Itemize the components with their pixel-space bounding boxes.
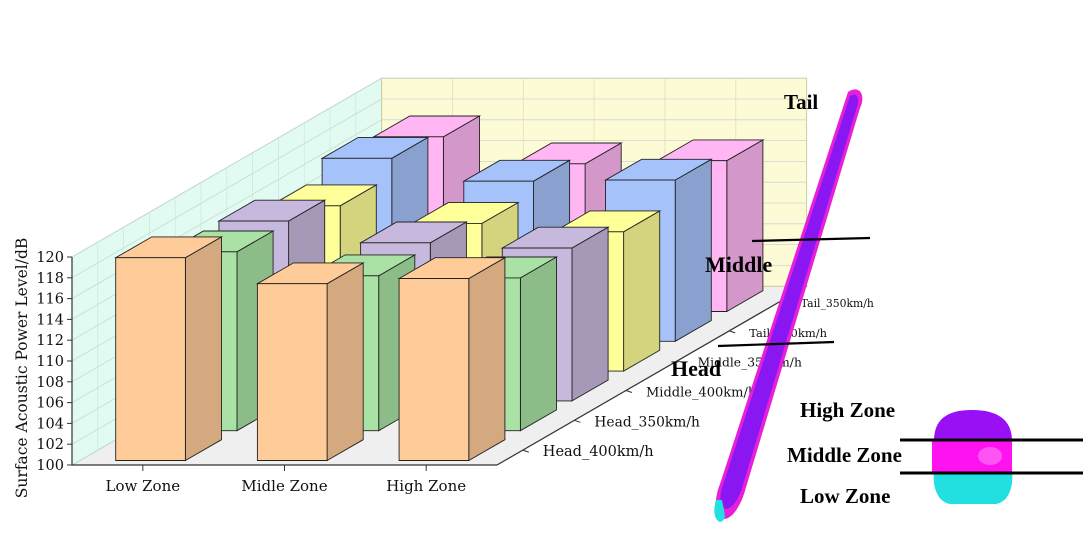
label-high-zone: High Zone — [800, 398, 895, 422]
x-tick-label: Midle Zone — [241, 477, 327, 495]
y-tick-label: 116 — [36, 292, 64, 308]
depth-tick-label: Middle_400km/h — [646, 386, 757, 401]
depth-tick — [677, 360, 684, 364]
cross-section-shine — [978, 447, 1002, 465]
y-tick-label: 100 — [36, 458, 64, 474]
depth-tick-label: Head_400km/h — [543, 444, 654, 460]
y-tick-label: 104 — [36, 416, 64, 432]
y-tick-label: 110 — [36, 354, 64, 370]
train-nose-cyan — [714, 500, 725, 522]
y-tick-label: 108 — [36, 375, 64, 391]
depth-tick — [522, 449, 529, 453]
label-middle-zone: Middle Zone — [787, 443, 902, 467]
bar — [398, 278, 470, 461]
section-line-tail-middle — [751, 236, 871, 243]
y-axis-title: Surface Acoustic Power Level/dB — [13, 238, 31, 499]
depth-tick-label: Tail_350km/h — [801, 297, 874, 310]
bar-side — [571, 226, 609, 402]
bar-side — [726, 139, 764, 313]
depth-tick — [625, 390, 633, 393]
bar-side — [326, 262, 364, 462]
bar-side — [674, 158, 712, 343]
y-tick-label: 106 — [36, 396, 64, 412]
chart-3d-bar: 100 102 104 106 108 110 112 114 116 118 120 Surface… — [13, 77, 874, 499]
label-head: Head — [671, 356, 721, 381]
depth-tick — [574, 419, 581, 423]
label-low-zone: Low Zone — [800, 484, 890, 508]
y-tick-label: 102 — [36, 437, 64, 453]
y-tick-label: 120 — [36, 250, 64, 266]
y-tick-label: 118 — [36, 271, 64, 287]
bar-side — [519, 256, 557, 432]
x-tick-label: Low Zone — [106, 477, 181, 495]
bar — [115, 257, 186, 461]
label-tail: Tail — [784, 90, 818, 114]
train-diagram: Tail Middle Head High Zone Middle Zone L… — [671, 89, 1083, 522]
depth-tick — [729, 330, 736, 334]
depth-axis — [496, 285, 807, 466]
y-tick-label: 112 — [36, 333, 64, 349]
bar-side — [184, 236, 222, 462]
y-tick-label: 114 — [36, 312, 64, 328]
x-tick-label: High Zone — [386, 477, 466, 495]
bar-side — [623, 210, 661, 372]
cross-section — [900, 410, 1083, 504]
label-middle: Middle — [705, 252, 772, 277]
section-line-middle-head — [717, 340, 835, 348]
train-body-highlight — [720, 94, 858, 509]
bar — [256, 283, 328, 461]
bar-side — [468, 256, 506, 462]
cross-section-low — [933, 470, 1013, 504]
cross-section-middle — [932, 441, 1012, 472]
cross-section-high — [934, 410, 1012, 441]
depth-tick-label: Head_350km/h — [594, 414, 700, 430]
